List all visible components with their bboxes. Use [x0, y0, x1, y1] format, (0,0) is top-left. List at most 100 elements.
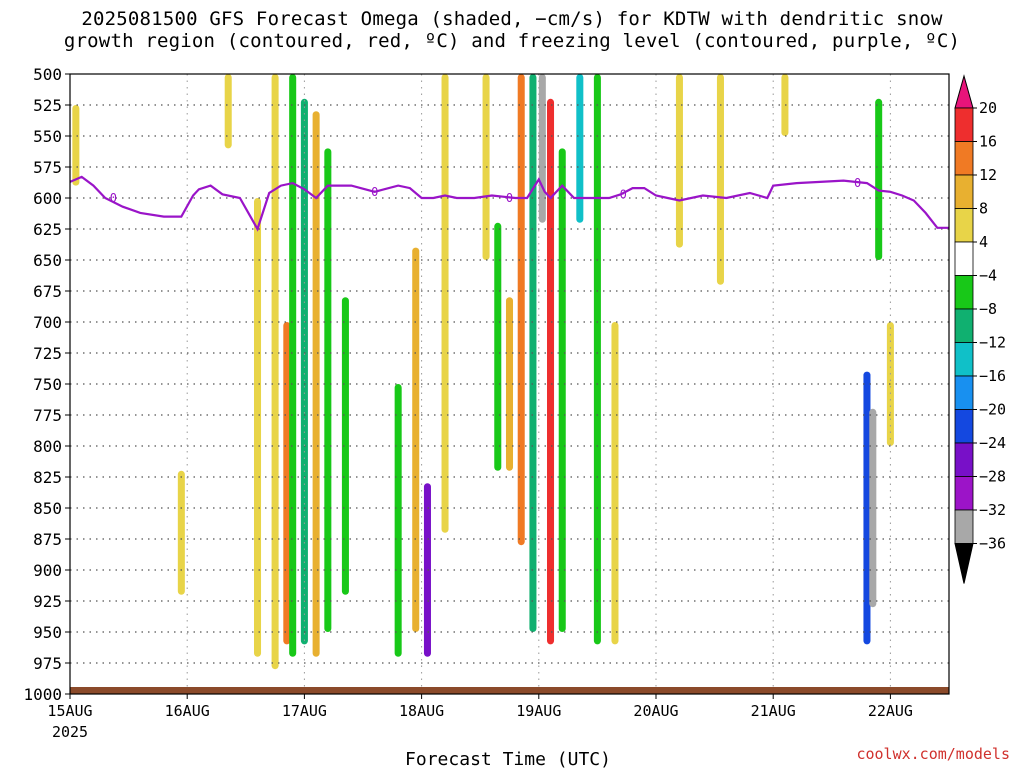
x-tick-label: 15AUG [47, 702, 92, 720]
colorbar-segment [954, 409, 974, 444]
y-tick-label: 775 [33, 406, 62, 425]
omega-region [505, 297, 514, 471]
colorbar-label: 8 [979, 200, 988, 218]
chart-title: 2025081500 GFS Forecast Omega (shaded, −… [0, 8, 1024, 52]
freezing-level-label: 0 [854, 176, 861, 190]
omega-region [341, 297, 349, 595]
colorbar-segment [954, 275, 974, 310]
y-tick-label: 800 [33, 437, 62, 456]
y-tick-label: 750 [33, 375, 62, 394]
chart-title-line2: growth region (contoured, red, ºC) and f… [63, 30, 961, 52]
freezing-level-label: 0 [110, 191, 117, 205]
x-tick-label: 18AUG [399, 702, 444, 720]
y-axis-ticks: 500 525 550 575 600 625 650 675 700 725 750 775 800 8… [23, 65, 70, 704]
freezing-level-label: 0 [506, 191, 513, 205]
omega-region [538, 74, 546, 223]
colorbar-segment [954, 442, 974, 477]
omega-region [324, 148, 332, 632]
omega-region [611, 322, 619, 645]
x-tick-label: 22AUG [868, 702, 913, 720]
omega-region [494, 222, 502, 471]
colorbar-segment [954, 375, 974, 410]
omega-region [300, 98, 308, 645]
colorbar-segment [954, 509, 974, 544]
omega-region [394, 384, 402, 657]
colorbar-label: −12 [979, 334, 1006, 352]
omega-region [675, 74, 683, 248]
y-tick-label: 725 [33, 344, 62, 363]
freezing-level-label: 0 [620, 187, 627, 201]
y-tick-label: 825 [33, 468, 62, 487]
colorbar-segment [954, 342, 974, 377]
colorbar-label: 4 [979, 233, 988, 251]
omega-region [547, 98, 555, 645]
omega-region [781, 74, 789, 136]
omega-region [254, 198, 262, 657]
omega-region [875, 98, 883, 260]
colorbar-segment [954, 174, 974, 209]
colorbar-label: −36 [979, 535, 1006, 553]
y-tick-label: 700 [33, 313, 62, 332]
omega-region [423, 483, 431, 657]
omega-region [869, 408, 877, 608]
x-tick-label: 19AUG [516, 702, 561, 720]
y-tick-label: 1000 [23, 685, 62, 704]
x-tick-label: 21AUG [751, 702, 796, 720]
colorbar-label: −8 [979, 300, 997, 318]
colorbar-segment [954, 308, 974, 343]
y-tick-label: 675 [33, 282, 62, 301]
x-tick-label: 20AUG [633, 702, 678, 720]
omega-region [558, 148, 566, 632]
colorbar-segment [954, 141, 974, 176]
omega-region [312, 111, 320, 657]
omega-region [412, 247, 420, 632]
colorbar-label: −24 [979, 434, 1006, 452]
y-tick-label: 550 [33, 127, 62, 146]
omega-region [517, 74, 525, 546]
colorbar-segment [954, 208, 974, 243]
credit-watermark: coolwx.com/models [856, 745, 1010, 763]
y-tick-label: 850 [33, 499, 62, 518]
omega-region [271, 74, 279, 670]
colorbar: 20 16 12 8 4 −4 −8 −12 −16 −20 −24 −28 −32 −36 [954, 74, 1006, 584]
y-tick-label: 600 [33, 189, 62, 208]
omega-shading [72, 74, 894, 670]
omega-region [863, 371, 871, 645]
y-tick-label: 950 [33, 623, 62, 642]
colorbar-label: −20 [979, 401, 1006, 419]
colorbar-label: −32 [979, 501, 1006, 519]
y-tick-label: 575 [33, 158, 62, 177]
x-tick-label: 17AUG [282, 702, 327, 720]
colorbar-label: 12 [979, 166, 997, 184]
freezing-level-label: 0 [371, 185, 378, 199]
omega-region [177, 470, 185, 595]
freezing-level-line [69, 175, 949, 232]
y-tick-label: 625 [33, 220, 62, 239]
colorbar-top-arrow [954, 74, 974, 109]
colorbar-segment [954, 107, 974, 142]
colorbar-segment [954, 241, 974, 276]
y-tick-label: 525 [33, 96, 62, 115]
omega-region [716, 74, 724, 285]
freezing-level-labels: 0 0 0 0 0 [110, 176, 861, 205]
omega-region [289, 74, 297, 657]
ground-surface [70, 687, 949, 694]
omega-region [593, 74, 601, 645]
omega-region [576, 74, 584, 223]
x-axis-year: 2025 [52, 723, 88, 741]
colorbar-label: −16 [979, 367, 1006, 385]
omega-region [224, 74, 232, 149]
y-tick-label: 975 [33, 654, 62, 673]
colorbar-label: 16 [979, 133, 997, 151]
y-tick-label: 900 [33, 561, 62, 580]
colorbar-label: −28 [979, 468, 1006, 486]
x-tick-label: 16AUG [165, 702, 210, 720]
y-tick-label: 500 [33, 65, 62, 84]
colorbar-bottom-arrow [954, 543, 974, 584]
y-tick-label: 650 [33, 251, 62, 270]
chart-title-line1: 2025081500 GFS Forecast Omega (shaded, −… [81, 8, 943, 30]
x-axis-ticks: 15AUG 16AUG 17AUG 18AUG 19AUG 20AUG 21AUG 22AUG [47, 694, 913, 720]
colorbar-label: 20 [979, 99, 997, 117]
omega-region [441, 74, 449, 533]
y-tick-label: 875 [33, 530, 62, 549]
